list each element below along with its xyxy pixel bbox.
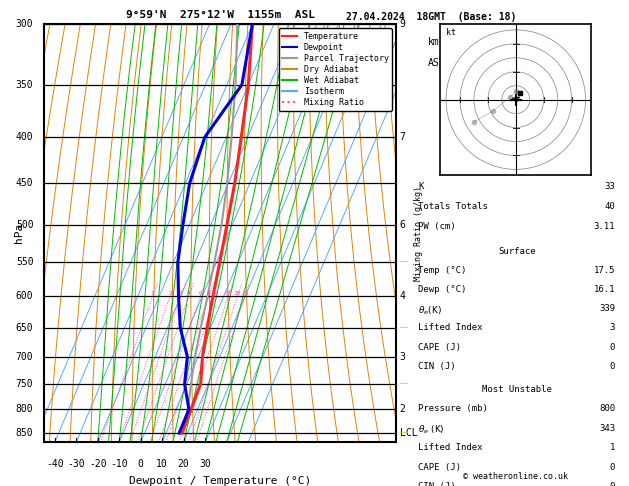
Text: CIN (J): CIN (J): [418, 483, 456, 486]
Text: Dewpoint / Temperature (°C): Dewpoint / Temperature (°C): [129, 476, 311, 486]
Text: Lifted Index: Lifted Index: [418, 323, 483, 332]
Text: 339: 339: [599, 304, 615, 313]
Text: Dewp (°C): Dewp (°C): [418, 285, 467, 294]
Text: 600: 600: [16, 292, 33, 301]
Text: 30: 30: [199, 459, 211, 469]
Text: 0: 0: [610, 483, 615, 486]
Text: Mixing Ratio (g/kg): Mixing Ratio (g/kg): [414, 186, 423, 281]
Text: 10: 10: [212, 292, 220, 296]
Text: ──: ──: [399, 325, 408, 331]
Text: 343: 343: [599, 424, 615, 433]
Text: 25: 25: [241, 292, 248, 296]
Text: 350: 350: [16, 80, 33, 90]
Text: 16.1: 16.1: [594, 285, 615, 294]
Text: -10: -10: [111, 459, 128, 469]
Text: 650: 650: [16, 323, 33, 333]
Text: Lifted Index: Lifted Index: [418, 443, 483, 452]
Text: 800: 800: [16, 404, 33, 415]
Text: 9°59'N  275°12'W  1155m  ASL: 9°59'N 275°12'W 1155m ASL: [126, 10, 314, 20]
Text: ──: ──: [399, 381, 408, 387]
Text: PW (cm): PW (cm): [418, 222, 456, 231]
Text: CIN (J): CIN (J): [418, 362, 456, 371]
Text: ──: ──: [399, 430, 408, 436]
Text: ASL: ASL: [428, 58, 445, 68]
Text: 7: 7: [400, 132, 406, 142]
Text: $\theta_e$(K): $\theta_e$(K): [418, 304, 442, 317]
Text: kt: kt: [446, 29, 456, 37]
Text: Pressure (mb): Pressure (mb): [418, 404, 488, 414]
Text: -30: -30: [67, 459, 85, 469]
Text: 800: 800: [599, 404, 615, 414]
Text: 750: 750: [16, 379, 33, 389]
Text: 1: 1: [151, 292, 155, 296]
Text: 3.11: 3.11: [594, 222, 615, 231]
Text: 1: 1: [610, 443, 615, 452]
Text: $\theta_e$ (K): $\theta_e$ (K): [418, 424, 445, 436]
Text: 9: 9: [400, 19, 406, 29]
Text: 0: 0: [610, 362, 615, 371]
Text: km: km: [428, 37, 440, 47]
Text: 40: 40: [604, 202, 615, 211]
Text: 20: 20: [178, 459, 189, 469]
Text: 400: 400: [16, 132, 33, 142]
Text: 300: 300: [16, 19, 33, 29]
Text: K: K: [418, 182, 424, 191]
Text: 3: 3: [179, 292, 182, 296]
Text: 17.5: 17.5: [594, 266, 615, 275]
Text: 550: 550: [16, 257, 33, 267]
Text: -40: -40: [46, 459, 64, 469]
Text: CAPE (J): CAPE (J): [418, 463, 461, 472]
Text: Totals Totals: Totals Totals: [418, 202, 488, 211]
Text: LCL: LCL: [400, 428, 418, 438]
Text: 8: 8: [207, 292, 211, 296]
Text: 4: 4: [400, 292, 406, 301]
Text: 2: 2: [400, 404, 406, 415]
Text: 10: 10: [156, 459, 168, 469]
Text: 33: 33: [604, 182, 615, 191]
Text: 500: 500: [16, 220, 33, 230]
Text: 6: 6: [198, 292, 202, 296]
Text: Most Unstable: Most Unstable: [482, 385, 552, 394]
Text: 27.04.2024  18GMT  (Base: 18): 27.04.2024 18GMT (Base: 18): [346, 12, 516, 22]
Text: -20: -20: [89, 459, 106, 469]
Text: Surface: Surface: [498, 247, 535, 256]
Text: 2: 2: [168, 292, 172, 296]
Text: hPa: hPa: [14, 223, 25, 243]
Text: 0: 0: [610, 463, 615, 472]
Text: 15: 15: [225, 292, 232, 296]
Text: 6: 6: [400, 220, 406, 230]
Text: 0: 0: [138, 459, 143, 469]
Text: 0: 0: [610, 343, 615, 351]
Text: CAPE (J): CAPE (J): [418, 343, 461, 351]
Text: © weatheronline.co.uk: © weatheronline.co.uk: [464, 472, 568, 481]
Text: 450: 450: [16, 178, 33, 189]
Text: ──: ──: [399, 259, 408, 265]
Text: 20: 20: [234, 292, 241, 296]
Text: 850: 850: [16, 428, 33, 438]
Text: 3: 3: [610, 323, 615, 332]
Legend: Temperature, Dewpoint, Parcel Trajectory, Dry Adiabat, Wet Adiabat, Isotherm, Mi: Temperature, Dewpoint, Parcel Trajectory…: [279, 29, 392, 111]
Text: 700: 700: [16, 352, 33, 362]
Text: 3: 3: [400, 352, 406, 362]
Text: Temp (°C): Temp (°C): [418, 266, 467, 275]
Text: 4: 4: [187, 292, 191, 296]
